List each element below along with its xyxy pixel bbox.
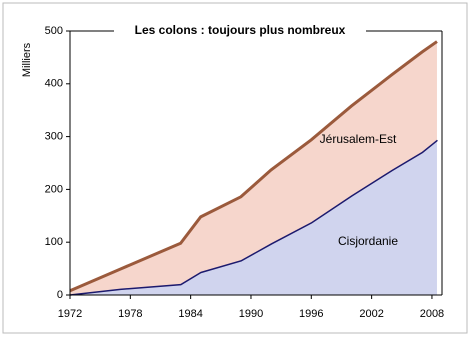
y-tick-label: 300 (45, 131, 63, 143)
y-tick-label: 400 (45, 78, 63, 90)
y-tick-label: 0 (57, 289, 63, 301)
area (70, 41, 437, 295)
title-box (114, 22, 366, 40)
x-tick-label: 1984 (178, 308, 202, 320)
y-tick-label: 500 (45, 25, 63, 37)
x-tick-label: 1996 (299, 308, 323, 320)
line (69, 40, 438, 293)
series-label: Jérusalem-Est (320, 132, 397, 146)
series-label: Cisjordanie (338, 234, 398, 248)
y-axis-label: Milliers (21, 42, 33, 77)
x-tick-label: 2008 (420, 308, 444, 320)
x-tick-label: 1990 (239, 308, 263, 320)
chart-title: Les colons : toujours plus nombreux (135, 23, 346, 37)
y-tick-label: 200 (45, 183, 63, 195)
x-tick-label: 2002 (359, 308, 383, 320)
x-tick-label: 1978 (118, 308, 142, 320)
y-tick-label: 100 (45, 236, 63, 248)
x-tick-label: 1972 (58, 308, 82, 320)
area (70, 139, 437, 295)
